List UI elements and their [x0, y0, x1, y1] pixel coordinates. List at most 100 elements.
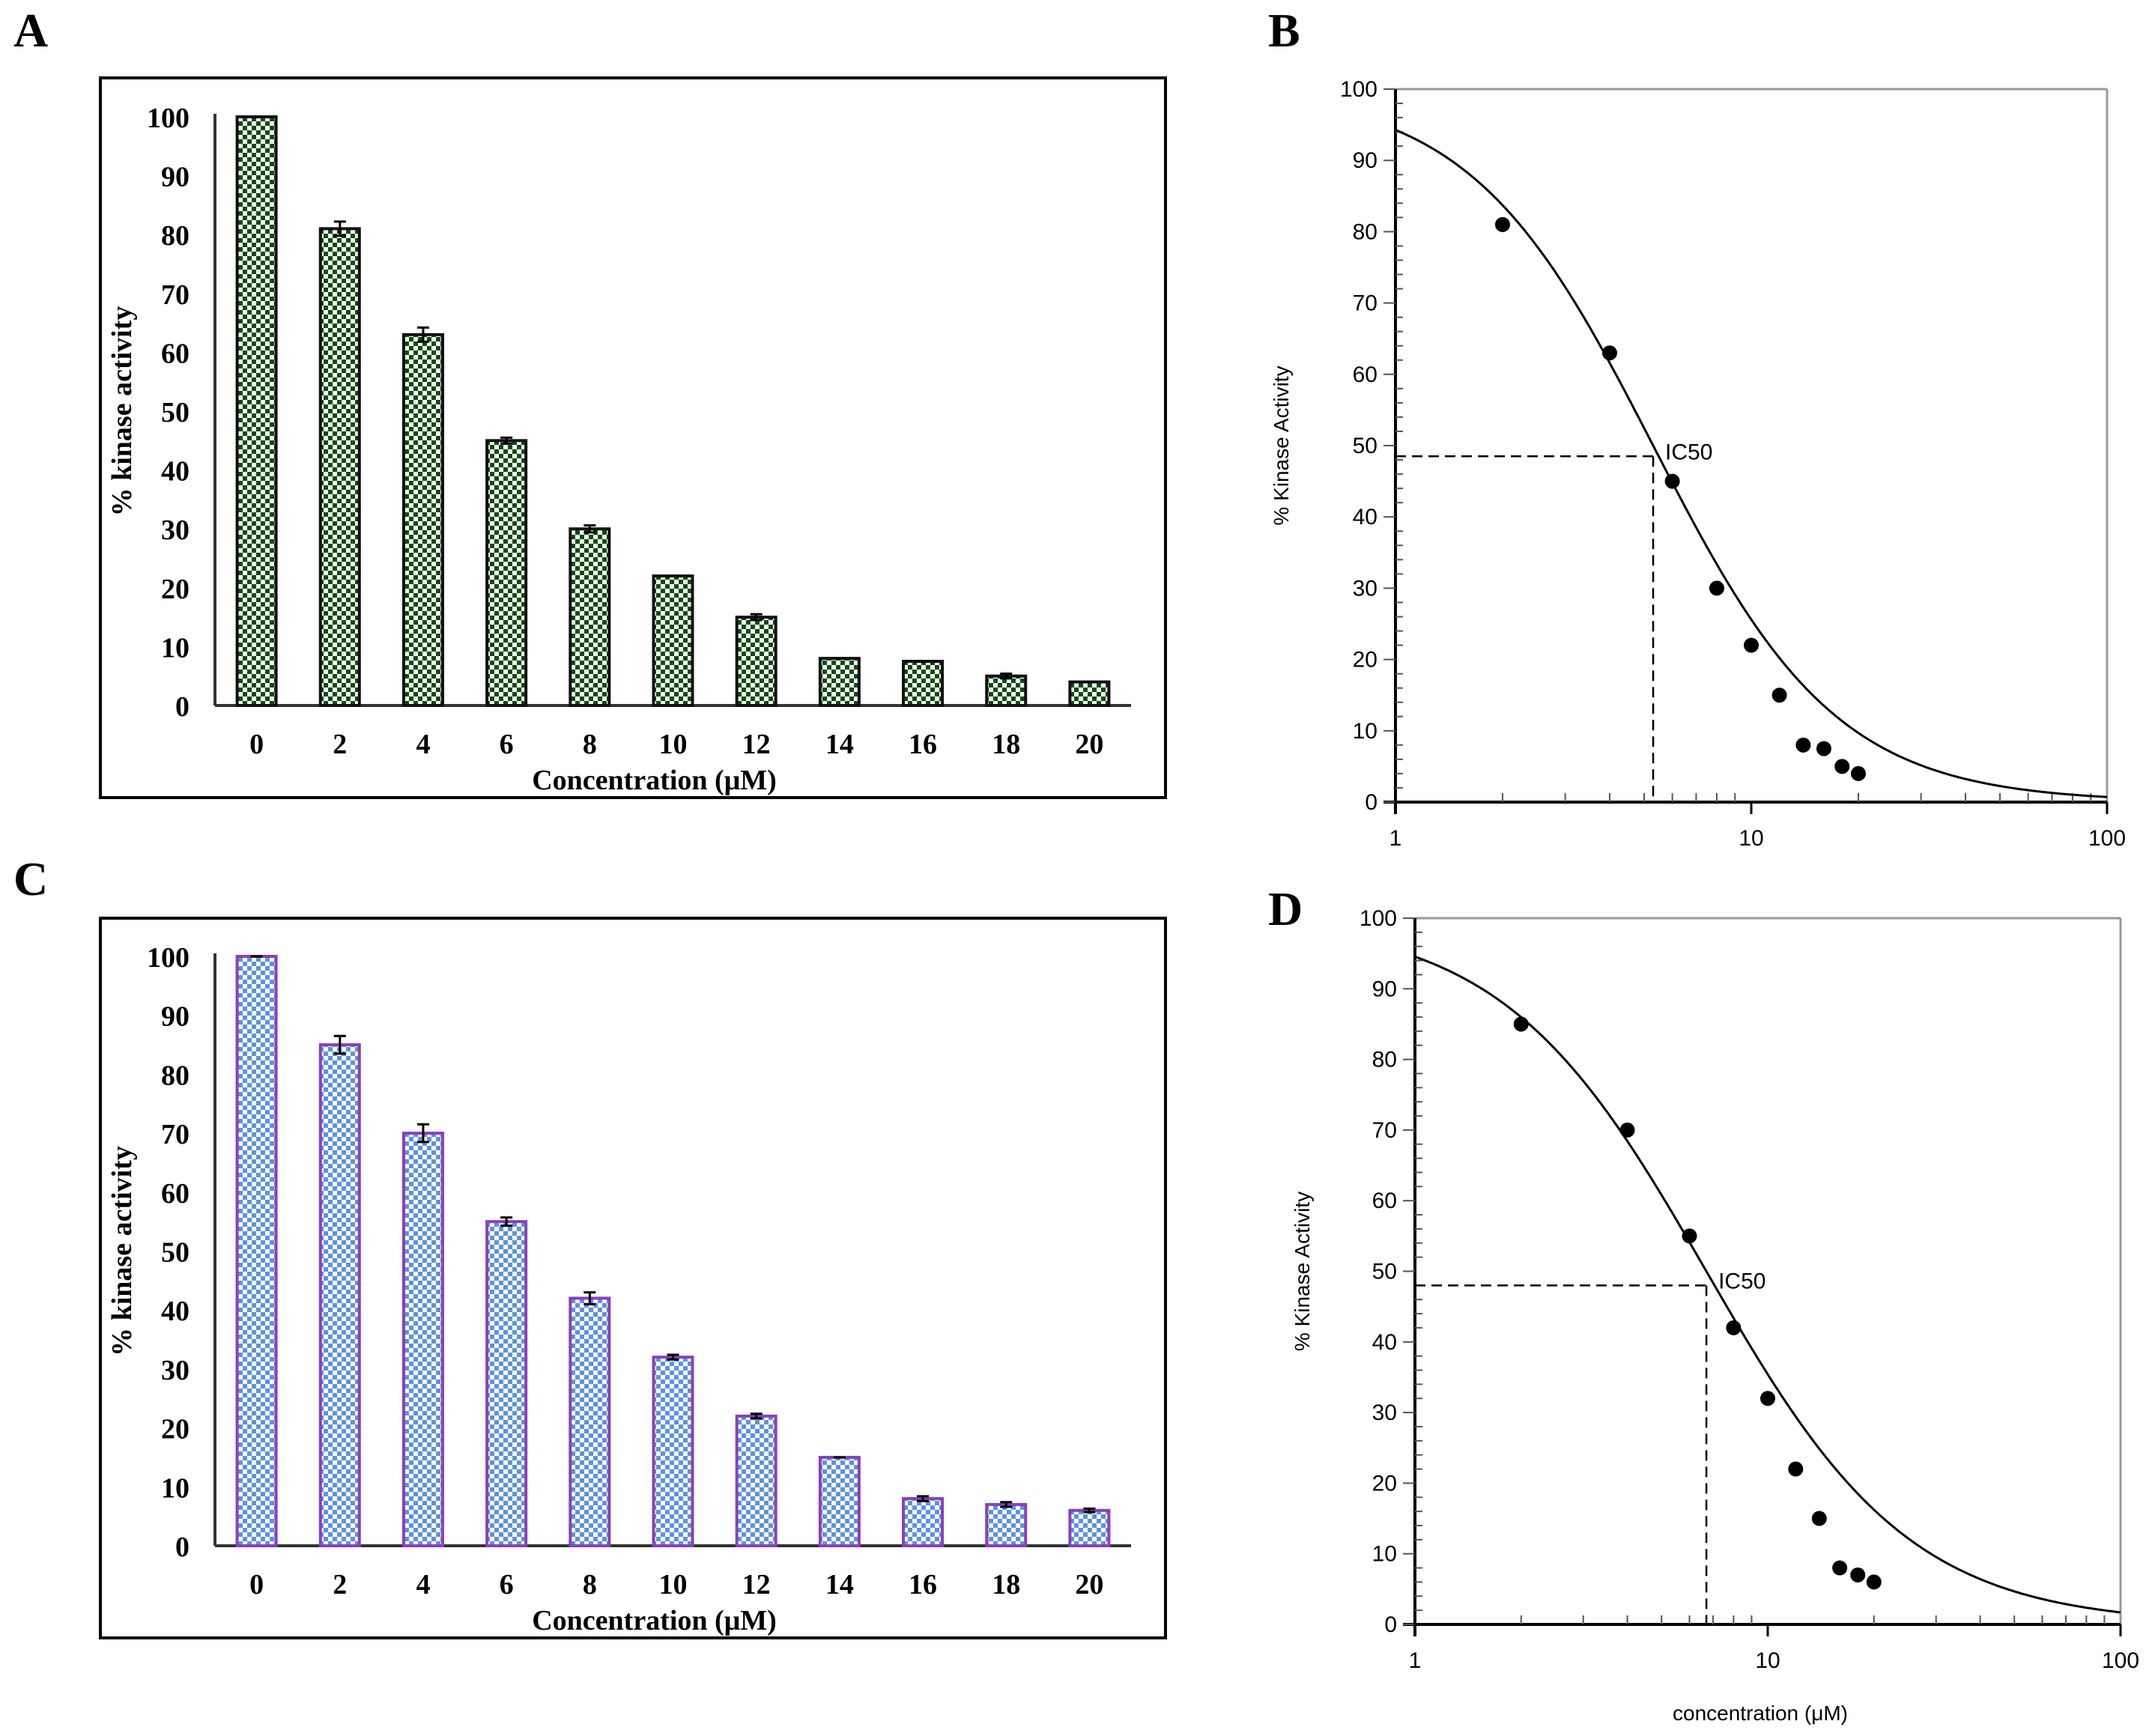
- y-tick-label: 40: [161, 1296, 190, 1327]
- bar: [569, 527, 611, 708]
- x-tick-label: 12: [742, 1569, 771, 1600]
- bar: [1068, 1508, 1111, 1548]
- y-tick-label: 80: [1353, 219, 1377, 244]
- x-tick-label: 1: [1409, 1648, 1422, 1673]
- chart-frame: [99, 917, 1167, 1639]
- bar: [318, 227, 361, 707]
- x-tick-label: 2: [333, 729, 347, 760]
- bar: [569, 1296, 611, 1547]
- ic50-label: IC50: [1718, 1269, 1765, 1293]
- x-axis-label: concentration (μM): [1673, 1702, 1848, 1725]
- bar: [401, 333, 444, 707]
- y-tick-label: 60: [161, 338, 190, 369]
- y-tick-label: 100: [147, 103, 190, 134]
- y-tick-label: 60: [1353, 362, 1377, 387]
- y-tick-label: 40: [1353, 505, 1377, 529]
- x-tick-label: 10: [659, 729, 688, 760]
- panel-label-b: B: [1268, 4, 1300, 57]
- bar: [318, 1043, 361, 1548]
- y-tick-label: 20: [161, 574, 190, 605]
- y-tick-label: 30: [1372, 1400, 1397, 1425]
- y-tick-label: 50: [161, 397, 190, 428]
- data-point: [1760, 1391, 1775, 1406]
- panel-label-d: D: [1268, 882, 1303, 935]
- bar: [985, 1502, 1028, 1548]
- data-point: [1866, 1574, 1882, 1590]
- x-tick-label: 0: [249, 729, 264, 760]
- x-tick-label: 14: [825, 1569, 854, 1600]
- y-tick-label: 20: [161, 1414, 190, 1445]
- chart-panel-c: 0 10 20 30 40 50 60 70 80 90 100 0 2 4 6 8 10 12 14 16 18 20 C…: [99, 917, 1167, 1639]
- x-tick-label: 20: [1075, 1569, 1103, 1600]
- data-point: [1771, 688, 1787, 703]
- y-tick-label: 0: [175, 691, 190, 723]
- x-tick-label: 10: [1755, 1648, 1780, 1673]
- y-tick-label: 10: [161, 1472, 190, 1504]
- fit-curve: [1395, 129, 2108, 798]
- y-tick-label: 100: [1360, 906, 1397, 931]
- data-point: [1619, 1122, 1635, 1138]
- data-point: [1709, 580, 1724, 596]
- x-tick-label: 6: [500, 1569, 514, 1600]
- data-point: [1664, 473, 1680, 489]
- x-tick-label: 16: [909, 1569, 937, 1600]
- data-point: [1682, 1228, 1697, 1244]
- bar: [735, 616, 778, 707]
- bar: [235, 115, 278, 707]
- y-tick-label: 70: [161, 279, 190, 311]
- y-tick-label: 50: [161, 1237, 190, 1269]
- bar: [902, 1497, 945, 1548]
- x-tick-label: 100: [2088, 826, 2126, 851]
- data-point: [1816, 741, 1831, 756]
- data-point: [1795, 737, 1811, 753]
- y-tick-label: 20: [1353, 648, 1377, 673]
- bar: [985, 674, 1028, 708]
- bar: [485, 1220, 528, 1548]
- y-tick-label: 90: [161, 1001, 190, 1033]
- bar: [735, 1414, 778, 1547]
- y-tick-label: 90: [1353, 148, 1377, 173]
- x-tick-label: 0: [249, 1569, 264, 1600]
- x-tick-label: 1: [1389, 826, 1402, 851]
- y-tick-label: 0: [175, 1532, 190, 1563]
- y-tick-label: 10: [161, 632, 190, 664]
- y-tick-label: 50: [1353, 434, 1377, 458]
- bar: [902, 660, 945, 707]
- data-point: [1832, 1560, 1848, 1576]
- data-point: [1850, 765, 1866, 781]
- y-tick-label: 90: [1372, 977, 1397, 1001]
- data-point: [1850, 1567, 1866, 1582]
- x-tick-label: 18: [992, 1569, 1020, 1600]
- x-tick-label: 6: [500, 729, 514, 760]
- fit-curve: [1414, 955, 2121, 1614]
- y-axis-label: % Kinase Activity: [1270, 365, 1293, 525]
- bar: [485, 439, 528, 707]
- y-tick-label: 30: [161, 1355, 190, 1386]
- bar: [652, 1356, 694, 1548]
- x-tick-label: 16: [909, 729, 937, 760]
- y-tick-label: 10: [1353, 719, 1377, 744]
- data-point: [1811, 1511, 1827, 1526]
- x-tick-label: 20: [1075, 729, 1103, 760]
- bar: [818, 1455, 861, 1547]
- y-tick-label: 80: [1372, 1048, 1397, 1072]
- x-axis-label: Concentration (μM): [532, 765, 777, 796]
- y-tick-label: 50: [1372, 1260, 1397, 1284]
- bar: [1068, 680, 1111, 707]
- data-point: [1834, 759, 1850, 774]
- data-point: [1726, 1320, 1742, 1335]
- bar: [818, 657, 861, 707]
- y-tick-label: 80: [161, 220, 190, 252]
- bar: [652, 574, 694, 708]
- x-tick-label: 8: [583, 729, 597, 760]
- bar: [401, 1132, 444, 1547]
- ic50-label: IC50: [1665, 440, 1712, 464]
- y-tick-label: 80: [161, 1060, 190, 1091]
- x-tick-label: 2: [333, 1569, 347, 1600]
- x-tick-label: 4: [416, 729, 430, 760]
- chart-frame: [99, 76, 1167, 799]
- panel-label-c: C: [13, 852, 48, 905]
- y-tick-label: 100: [1340, 77, 1377, 102]
